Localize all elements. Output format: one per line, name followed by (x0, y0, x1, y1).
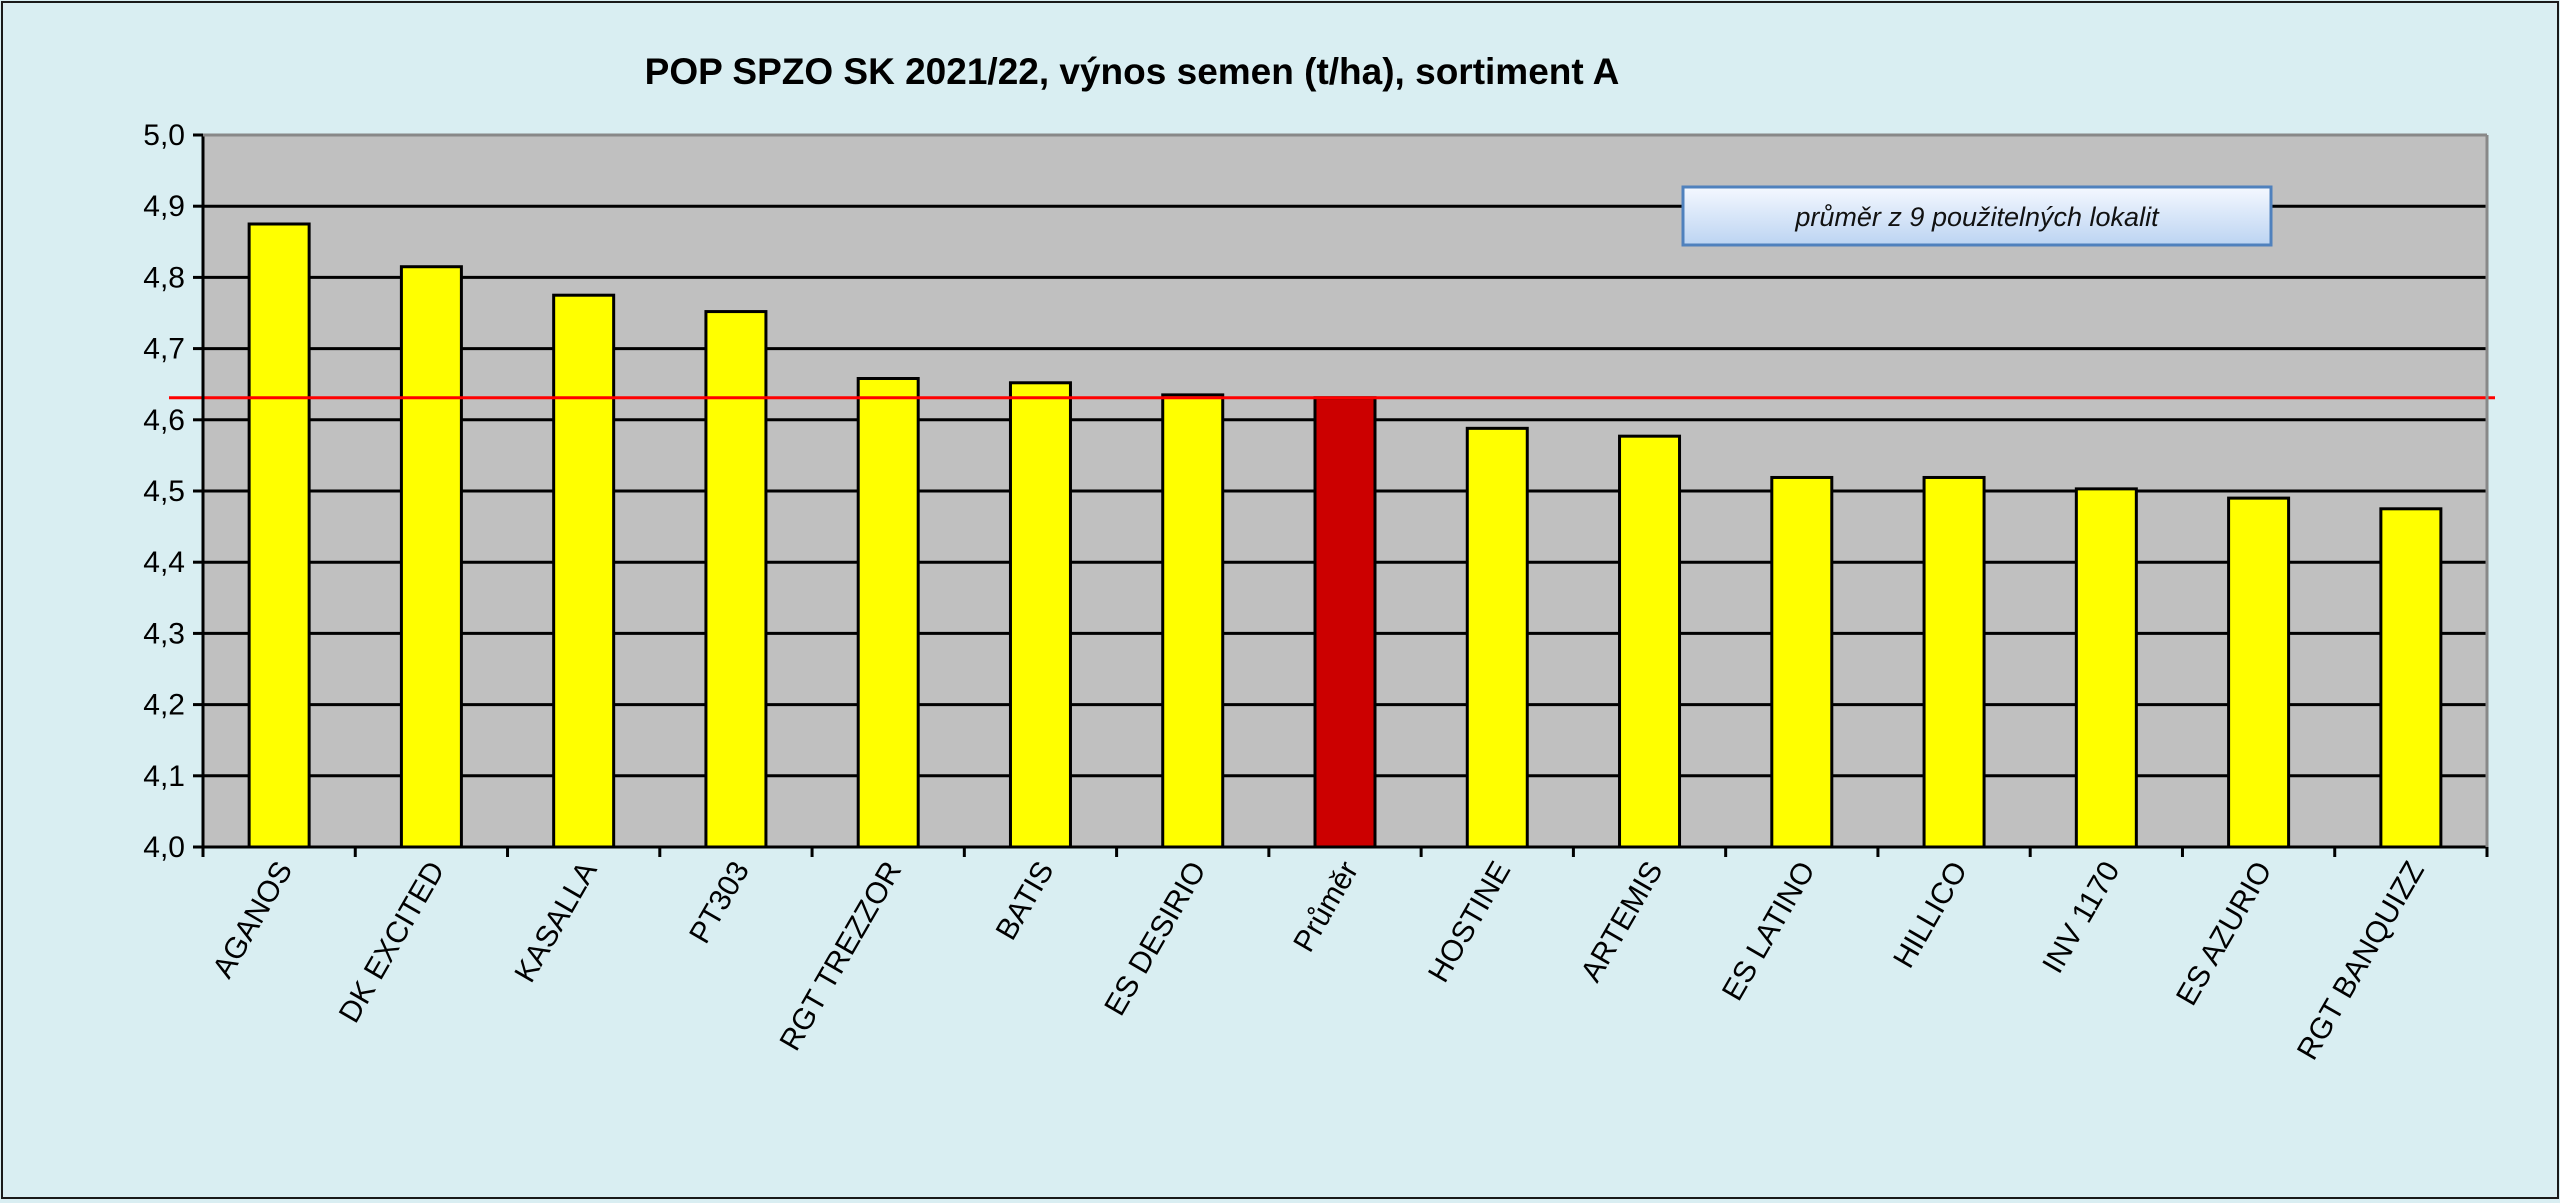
x-tick-label: ES DESIRIO (1098, 856, 1212, 1021)
bar-pt303 (704, 310, 768, 849)
bar-rgt-banquizz (2379, 507, 2443, 849)
x-tick-labels: AGANOS DK EXCITED KASALLA PT303 RGT TREZZOR B… (206, 856, 2430, 1065)
annotation-box: průměr z 9 použitelných lokalit (1681, 185, 2273, 247)
x-tick-label: KASALLA (508, 856, 603, 988)
annotation-text: průměr z 9 použitelných lokalit (1794, 202, 2160, 232)
y-tick-label: 4,1 (143, 760, 185, 793)
bar-dk-excited (399, 265, 463, 849)
x-tick-label: PT303 (683, 856, 756, 949)
x-tick-label: Průměr (1287, 856, 1365, 958)
y-tick-label: 4,0 (143, 831, 185, 864)
x-tick-label: DK EXCITED (333, 856, 452, 1028)
y-tick-label: 4,6 (143, 404, 185, 437)
x-tick-label: BATIS (990, 856, 1061, 946)
x-tick-label: AGANOS (206, 856, 299, 984)
x-tick-label: ARTEMIS (1575, 856, 1670, 988)
chart-title: POP SPZO SK 2021/22, výnos semen (t/ha),… (645, 51, 1620, 92)
y-tick-label: 4,4 (143, 546, 185, 579)
bar-inv-1170 (2074, 487, 2138, 849)
y-tick-label: 5,0 (143, 119, 185, 152)
x-tick-label: RGT TREZZOR (774, 856, 909, 1056)
x-tick-label: INV 1170 (2036, 856, 2126, 979)
x-tick-label: ES AZURIO (2170, 856, 2279, 1011)
y-tick-label: 4,7 (143, 333, 185, 366)
bars (247, 222, 2443, 849)
axes (193, 133, 2489, 857)
x-tick-label: RGT BANQUIZZ (2291, 856, 2431, 1065)
bar-es-desirio (1161, 393, 1225, 849)
bar-hostine (1465, 426, 1529, 849)
x-tick-label: HILLICO (1887, 856, 1974, 974)
x-tick-label: HOSTINE (1422, 856, 1517, 988)
bar-batis (1008, 381, 1072, 849)
bar-artemis (1618, 434, 1682, 849)
y-tick-label: 4,2 (143, 689, 185, 722)
bar-kasalla (552, 293, 616, 849)
bar-pr-m-r (1313, 396, 1377, 849)
bar-chart: POP SPZO SK 2021/22, výnos semen (t/ha),… (143, 51, 2495, 1065)
x-tick-label: ES LATINO (1716, 856, 1822, 1006)
y-tick-labels: 4,0 4,1 4,2 4,3 4,4 4,5 4,6 4,7 4,8 4,9 5,0 (143, 119, 185, 864)
y-tick-label: 4,8 (143, 261, 185, 294)
bar-hillico (1922, 475, 1986, 849)
bar-es-azurio (2227, 496, 2291, 849)
bar-aganos (247, 222, 311, 849)
annotation-box-frame (1681, 185, 2273, 247)
bar-rgt-trezzor (856, 377, 920, 849)
y-tick-label: 4,5 (143, 475, 185, 508)
y-tick-label: 4,3 (143, 617, 185, 650)
bar-es-latino (1770, 475, 1834, 849)
y-tick-label: 4,9 (143, 190, 185, 223)
